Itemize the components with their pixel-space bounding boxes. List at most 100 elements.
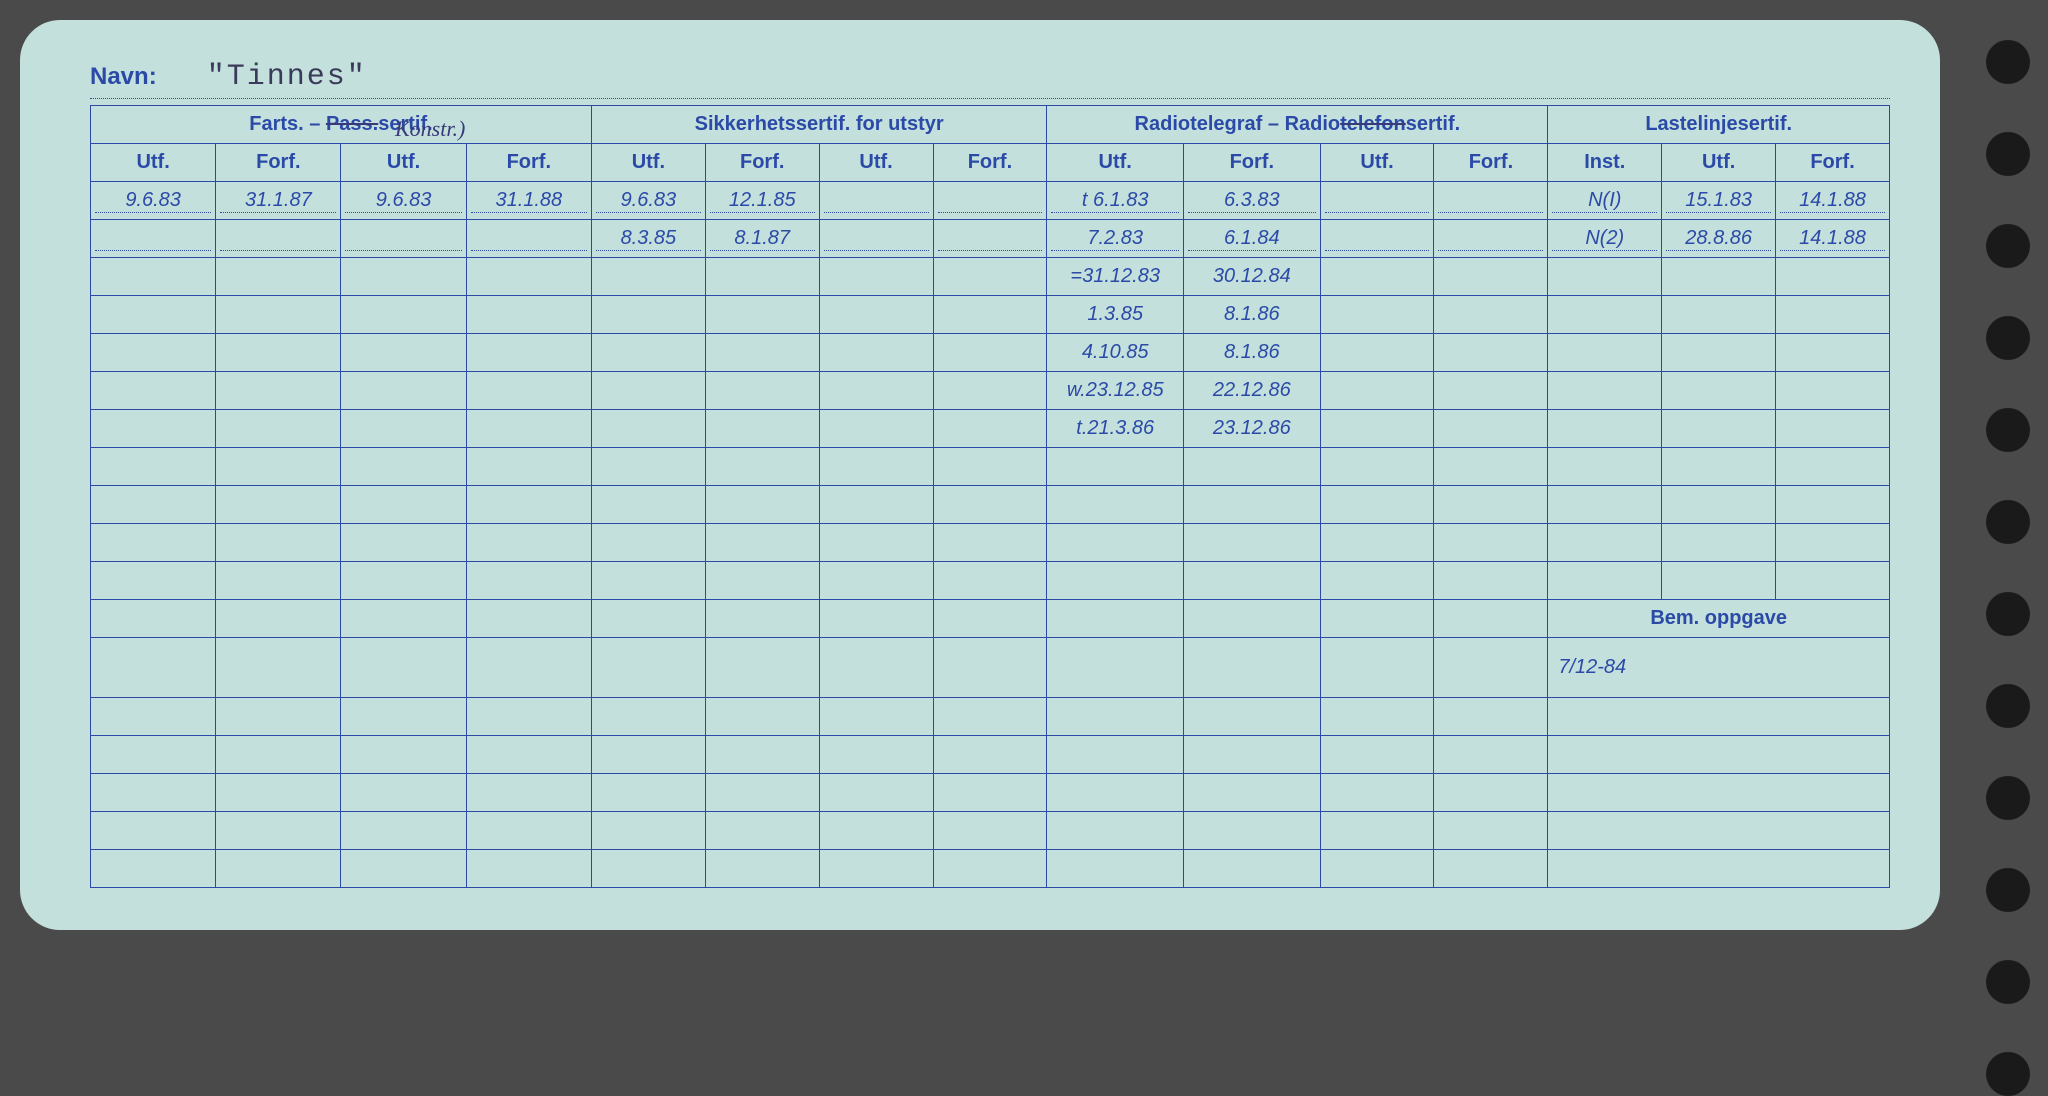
table-row: 1.3.858.1.86 <box>91 295 1890 333</box>
table-cell <box>1184 811 1321 849</box>
table-cell <box>819 219 933 257</box>
table-cell <box>1662 257 1776 295</box>
table-cell <box>91 257 216 295</box>
table-cell <box>1320 599 1434 637</box>
table-cell <box>1434 295 1548 333</box>
table-cell <box>1434 523 1548 561</box>
table-cell <box>1434 485 1548 523</box>
punch-hole <box>1986 40 2030 84</box>
table-cell <box>1320 523 1434 561</box>
table-cell <box>216 333 341 371</box>
table-cell <box>933 773 1047 811</box>
table-cell: 22.12.86 <box>1184 371 1321 409</box>
table-cell <box>1548 257 1662 295</box>
punch-hole <box>1986 408 2030 452</box>
table-cell <box>1320 485 1434 523</box>
table-cell <box>1320 735 1434 773</box>
table-cell <box>933 523 1047 561</box>
section-radio: Radiotelegraf – Radiotelefonsertif. <box>1047 105 1548 143</box>
table-cell <box>1548 561 1662 599</box>
table-cell: N(2) <box>1548 219 1662 257</box>
punch-hole <box>1986 960 2030 1004</box>
table-cell: 28.8.86 <box>1662 219 1776 257</box>
table-cell <box>91 599 216 637</box>
table-cell <box>91 447 216 485</box>
table-cell <box>819 637 933 697</box>
section-header-row: Farts. – Pass.sertif. Sikkerhetssertif. … <box>91 105 1890 143</box>
table-cell <box>819 523 933 561</box>
table-cell <box>819 181 933 219</box>
table-cell: 8.1.86 <box>1184 333 1321 371</box>
table-cell <box>933 561 1047 599</box>
table-cell <box>1047 811 1184 849</box>
col-utf: Utf. <box>91 143 216 181</box>
table-cell <box>341 333 466 371</box>
table-cell <box>216 637 341 697</box>
table-cell <box>1434 637 1548 697</box>
table-row <box>91 523 1890 561</box>
table-cell <box>705 447 819 485</box>
table-cell <box>705 409 819 447</box>
table-row <box>91 485 1890 523</box>
table-cell <box>933 599 1047 637</box>
table-cell <box>591 599 705 637</box>
table-cell <box>466 811 591 849</box>
table-cell <box>91 333 216 371</box>
table-cell <box>1434 697 1548 735</box>
table-cell <box>91 697 216 735</box>
table-cell <box>1047 485 1184 523</box>
table-cell: 30.12.84 <box>1184 257 1321 295</box>
table-cell <box>341 599 466 637</box>
handwritten-annotation: Konstr.) <box>395 116 465 142</box>
table-cell <box>1047 561 1184 599</box>
table-cell <box>1320 181 1434 219</box>
table-cell <box>1548 333 1662 371</box>
punch-hole <box>1986 316 2030 360</box>
table-cell <box>216 811 341 849</box>
table-cell <box>216 219 341 257</box>
table-cell <box>819 409 933 447</box>
table-cell <box>466 599 591 637</box>
table-row <box>91 447 1890 485</box>
table-cell <box>591 849 705 887</box>
table-cell <box>1184 697 1321 735</box>
table-cell <box>91 811 216 849</box>
table-cell: 31.1.87 <box>216 181 341 219</box>
table-cell <box>1434 181 1548 219</box>
table-cell <box>1320 849 1434 887</box>
col-utf: Utf. <box>591 143 705 181</box>
table-cell <box>91 849 216 887</box>
table-cell: 9.6.83 <box>91 181 216 219</box>
table-cell <box>1320 637 1434 697</box>
table-cell <box>591 735 705 773</box>
table-cell: w.23.12.85 <box>1047 371 1184 409</box>
table-cell <box>591 697 705 735</box>
table-cell <box>1548 523 1662 561</box>
table-cell <box>466 409 591 447</box>
bem-header-row: Bem. oppgave <box>91 599 1890 637</box>
table-cell <box>466 697 591 735</box>
table-cell <box>1047 697 1184 735</box>
table-cell <box>819 735 933 773</box>
col-forf: Forf. <box>933 143 1047 181</box>
table-cell <box>705 257 819 295</box>
table-cell <box>341 409 466 447</box>
table-cell <box>91 735 216 773</box>
table-cell <box>341 257 466 295</box>
table-cell <box>91 485 216 523</box>
table-cell <box>933 371 1047 409</box>
table-cell <box>466 773 591 811</box>
table-cell: t.21.3.86 <box>1047 409 1184 447</box>
table-cell <box>591 637 705 697</box>
sub-header-row: Utf. Forf. Utf. Forf. Utf. Forf. Utf. Fo… <box>91 143 1890 181</box>
table-cell <box>1434 811 1548 849</box>
table-cell <box>466 333 591 371</box>
table-cell <box>341 295 466 333</box>
table-cell <box>705 371 819 409</box>
table-cell: 15.1.83 <box>1662 181 1776 219</box>
table-cell <box>91 371 216 409</box>
table-cell: t 6.1.83 <box>1047 181 1184 219</box>
name-label: Navn: <box>90 63 157 91</box>
table-cell <box>341 849 466 887</box>
table-cell <box>216 561 341 599</box>
